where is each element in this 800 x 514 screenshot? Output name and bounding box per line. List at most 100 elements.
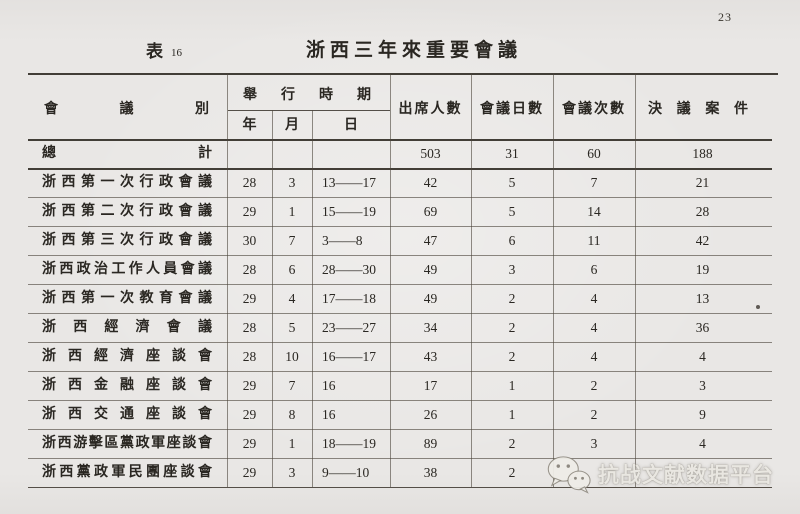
meeting-name: 浙西第三次行政會議 [42, 233, 212, 248]
cell-month: 7 [288, 233, 296, 248]
table-row: 浙西第一次行政會議 28 3 13——17 42 5 7 21 [0, 168, 800, 197]
cell-resolutions: 21 [695, 175, 710, 190]
table-label-text: 表 [146, 42, 163, 61]
rule-col-days-right [553, 73, 554, 487]
cell-month: 1 [288, 204, 296, 219]
meeting-name: 浙西第一次行政會議 [42, 175, 212, 190]
meeting-name: 浙西經濟會議 [42, 320, 212, 335]
total-days: 31 [505, 146, 519, 161]
cell-year: 29 [242, 204, 257, 219]
cell-day: 15——19 [322, 204, 376, 219]
cell-attendees: 49 [423, 291, 438, 306]
cell-days: 2 [508, 436, 516, 451]
rule-row-sep [28, 458, 772, 459]
cell-year: 29 [242, 436, 257, 451]
page-number: 23 [718, 10, 732, 24]
rule-row-sep [28, 313, 772, 314]
cell-day: 17——18 [322, 291, 376, 306]
cell-month: 6 [288, 262, 296, 277]
cell-month: 8 [288, 407, 296, 422]
rule-row-sep [28, 284, 772, 285]
cell-year: 29 [242, 378, 257, 393]
table-title: 浙西三年來重要會議 [306, 40, 523, 61]
cell-month: 3 [288, 465, 296, 480]
cell-days: 2 [508, 320, 516, 335]
cell-days: 1 [508, 378, 516, 393]
cell-days: 5 [508, 175, 516, 190]
cell-month: 5 [288, 320, 296, 335]
meeting-name: 浙西交通座談會 [42, 407, 212, 422]
table-row: 浙西第一次教育會議 29 4 17——18 49 2 4 13 [0, 284, 800, 313]
rule-period-group-underline [228, 110, 390, 111]
rule-row-sep [28, 400, 772, 401]
meeting-name: 浙西金融座談會 [42, 378, 212, 393]
cell-sessions: 6 [590, 262, 598, 277]
watermark: 抗战文献数据平台 [546, 450, 782, 498]
header-meeting-type: 會議別 [44, 102, 209, 117]
cell-days: 3 [508, 262, 516, 277]
cell-year: 28 [242, 262, 257, 277]
cell-day: 3——8 [322, 233, 363, 248]
cell-attendees: 38 [423, 465, 438, 480]
rule-col-attendees-right [471, 73, 472, 487]
rule-row-sep [28, 255, 772, 256]
cell-sessions: 2 [590, 407, 598, 422]
cell-resolutions: 36 [695, 320, 710, 335]
meeting-name: 浙西第一次教育會議 [42, 291, 212, 306]
cell-year: 28 [242, 175, 257, 190]
table-row: 浙西經濟會議 28 5 23——27 34 2 4 36 [0, 313, 800, 342]
rule-header-bottom [28, 139, 772, 141]
cell-year: 28 [242, 349, 257, 364]
meeting-name: 浙西黨政軍民團座談會 [42, 465, 212, 480]
cell-days: 2 [508, 291, 516, 306]
rule-col-day-right [390, 73, 391, 487]
total-label: 總計 [42, 146, 212, 161]
cell-month: 1 [288, 436, 296, 451]
cell-resolutions: 13 [695, 291, 710, 306]
cell-sessions: 4 [590, 291, 598, 306]
rule-row-sep [28, 197, 772, 198]
cell-sessions: 3 [590, 436, 598, 451]
cell-days: 6 [508, 233, 516, 248]
total-attendees: 503 [420, 146, 441, 161]
table-total-row: 總計 503 31 60 188 [0, 139, 800, 168]
cell-sessions: 4 [590, 349, 598, 364]
cell-attendees: 43 [423, 349, 438, 364]
table-row: 浙西第二次行政會議 29 1 15——19 69 5 14 28 [0, 197, 800, 226]
cell-day: 16 [322, 378, 336, 393]
header-year: 年 [242, 118, 257, 133]
cell-year: 30 [242, 233, 257, 248]
cell-month: 3 [288, 175, 296, 190]
rule-row-sep [28, 429, 772, 430]
cell-day: 13——17 [322, 175, 376, 190]
cell-day: 9——10 [322, 465, 370, 480]
table-row: 浙西經濟座談會 28 10 16——17 43 2 4 4 [0, 342, 800, 371]
table-label: 表 16 [146, 37, 182, 62]
watermark-text: 抗战文献数据平台 [598, 463, 774, 487]
cell-day: 28——30 [322, 262, 376, 277]
rule-table-bottom [28, 487, 772, 488]
cell-days: 2 [508, 349, 516, 364]
cell-resolutions: 4 [699, 349, 706, 364]
table-row: 浙西金融座談會 29 7 16 17 1 2 3 [0, 371, 800, 400]
total-sessions: 60 [587, 146, 601, 161]
header-day: 日 [344, 118, 358, 133]
cell-attendees: 69 [423, 204, 438, 219]
table-number: 16 [171, 47, 182, 59]
cell-days: 5 [508, 204, 516, 219]
cell-resolutions: 3 [699, 378, 706, 393]
rule-col-month-right [312, 110, 313, 487]
cell-attendees: 26 [423, 407, 438, 422]
header-period-group: 舉行時期 [243, 88, 371, 103]
table-row: 浙西交通座談會 29 8 16 26 1 2 9 [0, 400, 800, 429]
cell-year: 29 [242, 407, 257, 422]
cell-days: 1 [508, 407, 516, 422]
rule-col-sessions-right [635, 73, 636, 487]
cell-resolutions: 9 [699, 407, 706, 422]
table-row: 浙西游擊區黨政軍座談會 29 1 18——19 89 2 3 4 [0, 429, 800, 458]
header-month: 月 [285, 118, 299, 133]
scan-speck [756, 305, 760, 309]
meeting-name: 浙西經濟座談會 [42, 349, 212, 364]
meeting-name: 浙西政治工作人員會議 [42, 262, 212, 277]
